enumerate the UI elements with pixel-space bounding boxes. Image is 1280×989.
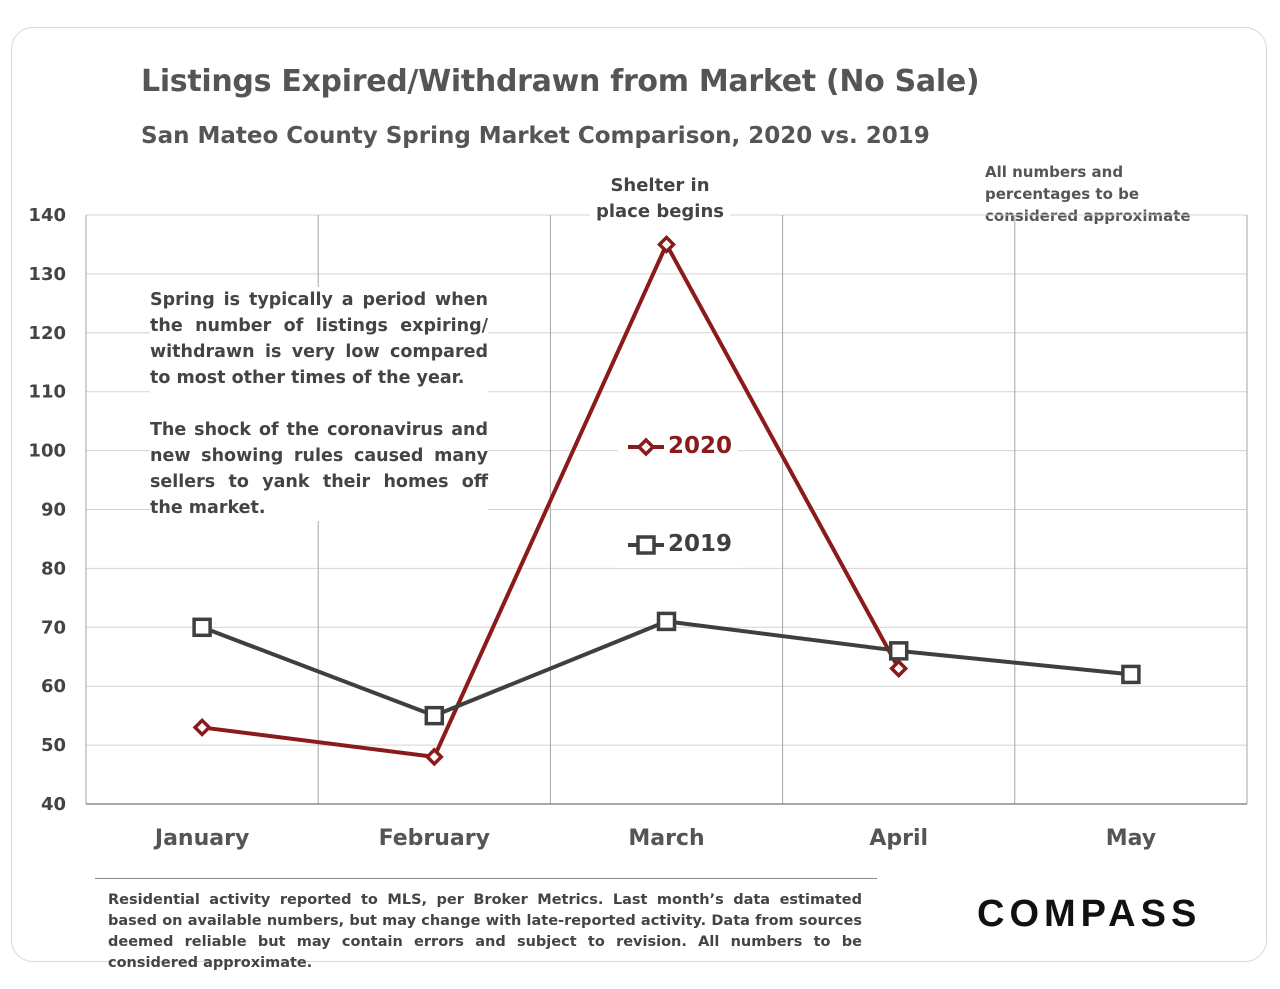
y-axis-ticks: 40 50 60 70 80 90 100 110 120 130 140 — [28, 205, 66, 815]
series-line-2020 — [201, 242, 901, 759]
legend-label-2019: 2019 — [668, 531, 733, 557]
y-tick-140: 140 — [28, 205, 66, 226]
footer-divider — [95, 878, 877, 879]
x-axis-labels: January February March April May — [153, 826, 1156, 851]
point-2019-march — [656, 611, 677, 632]
y-tick-50: 50 — [41, 735, 66, 756]
y-tick-60: 60 — [41, 676, 66, 697]
shelter-in-place-note: Shelter in place begins — [590, 173, 730, 225]
y-tick-40: 40 — [41, 794, 66, 815]
footer-disclaimer: Residential activity reported to MLS, pe… — [108, 892, 862, 971]
y-tick-90: 90 — [41, 500, 66, 521]
chart-frame — [11, 27, 1267, 962]
point-2020-january — [192, 717, 212, 737]
y-tick-120: 120 — [28, 323, 66, 344]
x-tick-march: March — [628, 826, 704, 851]
y-tick-70: 70 — [41, 617, 66, 638]
point-2020-march — [657, 234, 676, 254]
y-tick-80: 80 — [41, 558, 66, 579]
legend-item-2020: 2020 — [618, 424, 738, 470]
legend-label-2020: 2020 — [668, 433, 733, 459]
point-2019-april — [888, 641, 909, 661]
annotation-paragraph-2: The shock of the coronavirus and new sho… — [150, 420, 488, 518]
approximate-note: All numbers and percentages to be consid… — [985, 163, 1191, 225]
point-2019-may — [1121, 664, 1141, 685]
point-2019-january — [192, 617, 212, 638]
x-tick-may: May — [1106, 826, 1156, 851]
compass-logo: COMPASS — [977, 893, 1202, 935]
annotation-text: Spring is typically a period when the nu… — [150, 287, 488, 521]
series-line-2019 — [201, 619, 1132, 718]
point-2020-february — [424, 747, 444, 767]
legend-marker-2019 — [628, 535, 664, 555]
y-tick-110: 110 — [28, 382, 66, 403]
x-tick-april: April — [869, 826, 928, 851]
chart-subtitle: San Mateo County Spring Market Compariso… — [141, 123, 930, 149]
annotation-paragraph-1: Spring is typically a period when the nu… — [150, 290, 488, 388]
chart-title: Listings Expired/Withdrawn from Market (… — [141, 64, 980, 99]
chart-series — [192, 234, 1141, 767]
x-tick-february: February — [379, 826, 490, 851]
legend-marker-2020 — [628, 437, 664, 457]
y-tick-130: 130 — [28, 264, 66, 285]
point-2019-february — [424, 705, 445, 726]
x-tick-january: January — [153, 826, 249, 851]
y-tick-100: 100 — [28, 441, 66, 462]
legend-item-2019: 2019 — [618, 522, 738, 568]
point-2020-april — [889, 659, 909, 679]
